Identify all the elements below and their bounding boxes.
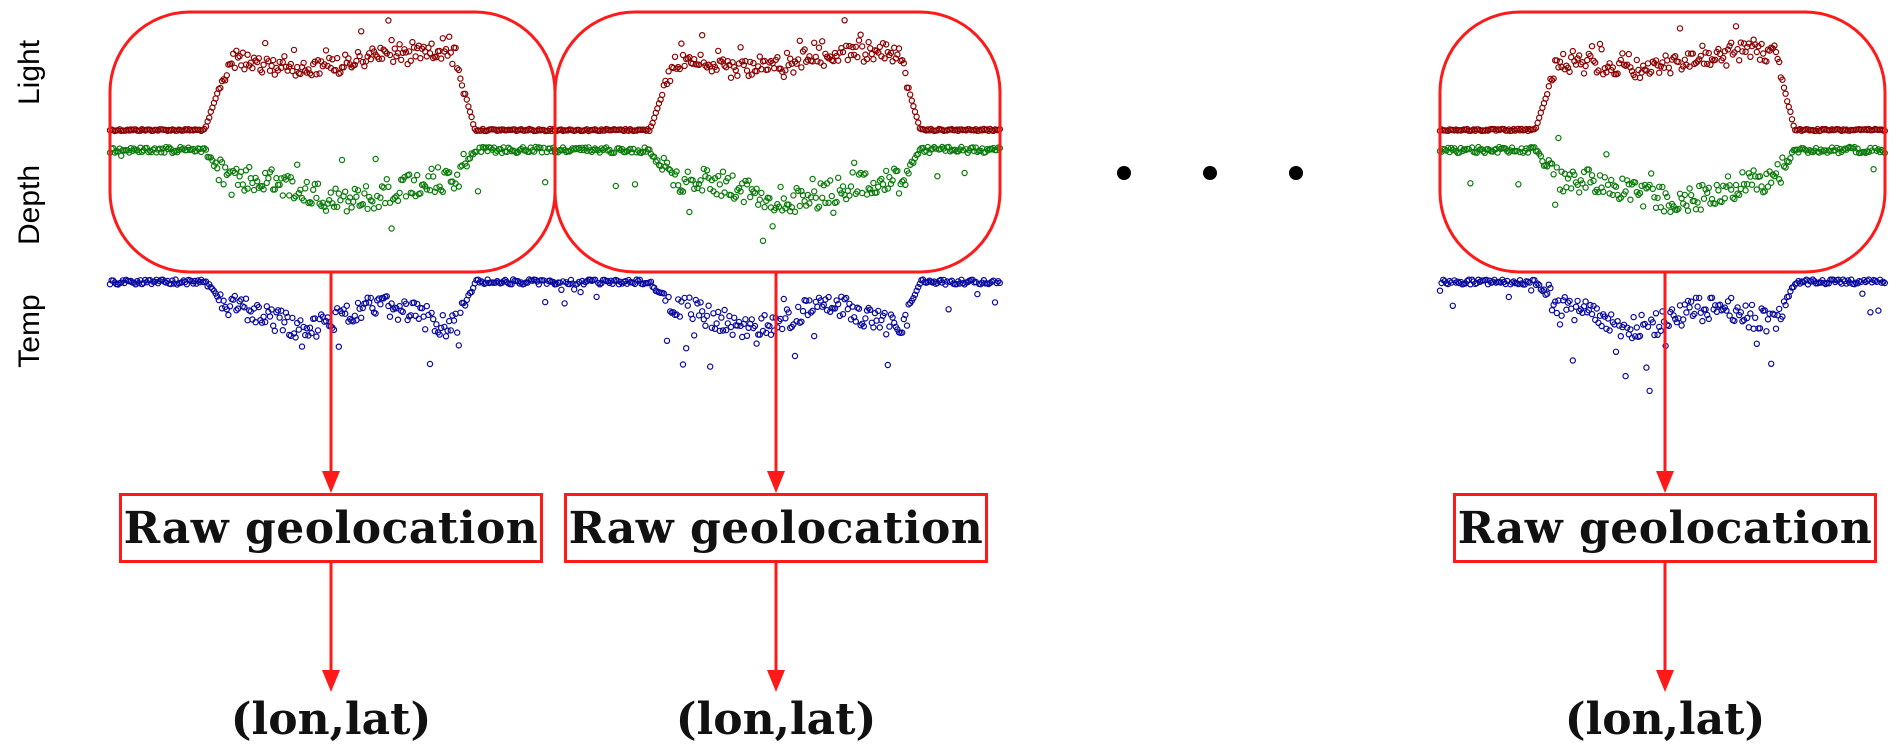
time-window-1 bbox=[108, 10, 557, 274]
temperature-track bbox=[106, 276, 1889, 395]
lon-lat-output-1: (lon,lat) bbox=[230, 694, 432, 745]
ellipsis-dot-1 bbox=[1117, 166, 1131, 180]
arrow-window-to-box-3-head bbox=[1656, 471, 1674, 493]
raw-geolocation-box-2: Raw geolocation bbox=[564, 493, 988, 563]
time-window-3 bbox=[1438, 10, 1887, 274]
ellipsis-dot-2 bbox=[1203, 166, 1217, 180]
track-label-temp: Temp bbox=[13, 294, 46, 368]
arrow-box-to-output-2-head bbox=[767, 670, 785, 692]
raw-geolocation-label-1: Raw geolocation bbox=[123, 502, 539, 554]
time-window-2 bbox=[553, 10, 1002, 274]
arrow-window-to-box-2-head bbox=[767, 471, 785, 493]
raw-geolocation-box-3: Raw geolocation bbox=[1453, 493, 1877, 563]
raw-geolocation-box-1: Raw geolocation bbox=[119, 493, 543, 563]
raw-geolocation-label-3: Raw geolocation bbox=[1457, 502, 1873, 554]
track-label-depth: Depth bbox=[13, 164, 46, 246]
raw-geolocation-label-2: Raw geolocation bbox=[568, 502, 984, 554]
light-track bbox=[106, 17, 1889, 135]
arrow-box-to-output-1-head bbox=[322, 670, 340, 692]
arrow-box-to-output-3-head bbox=[1656, 670, 1674, 692]
ellipsis-dot-3 bbox=[1289, 166, 1303, 180]
lon-lat-output-2: (lon,lat) bbox=[675, 694, 877, 745]
arrow-window-to-box-1-head bbox=[322, 471, 340, 493]
lon-lat-output-3: (lon,lat) bbox=[1564, 694, 1766, 745]
depth-track bbox=[106, 134, 1889, 244]
track-label-light: Light bbox=[13, 39, 46, 105]
